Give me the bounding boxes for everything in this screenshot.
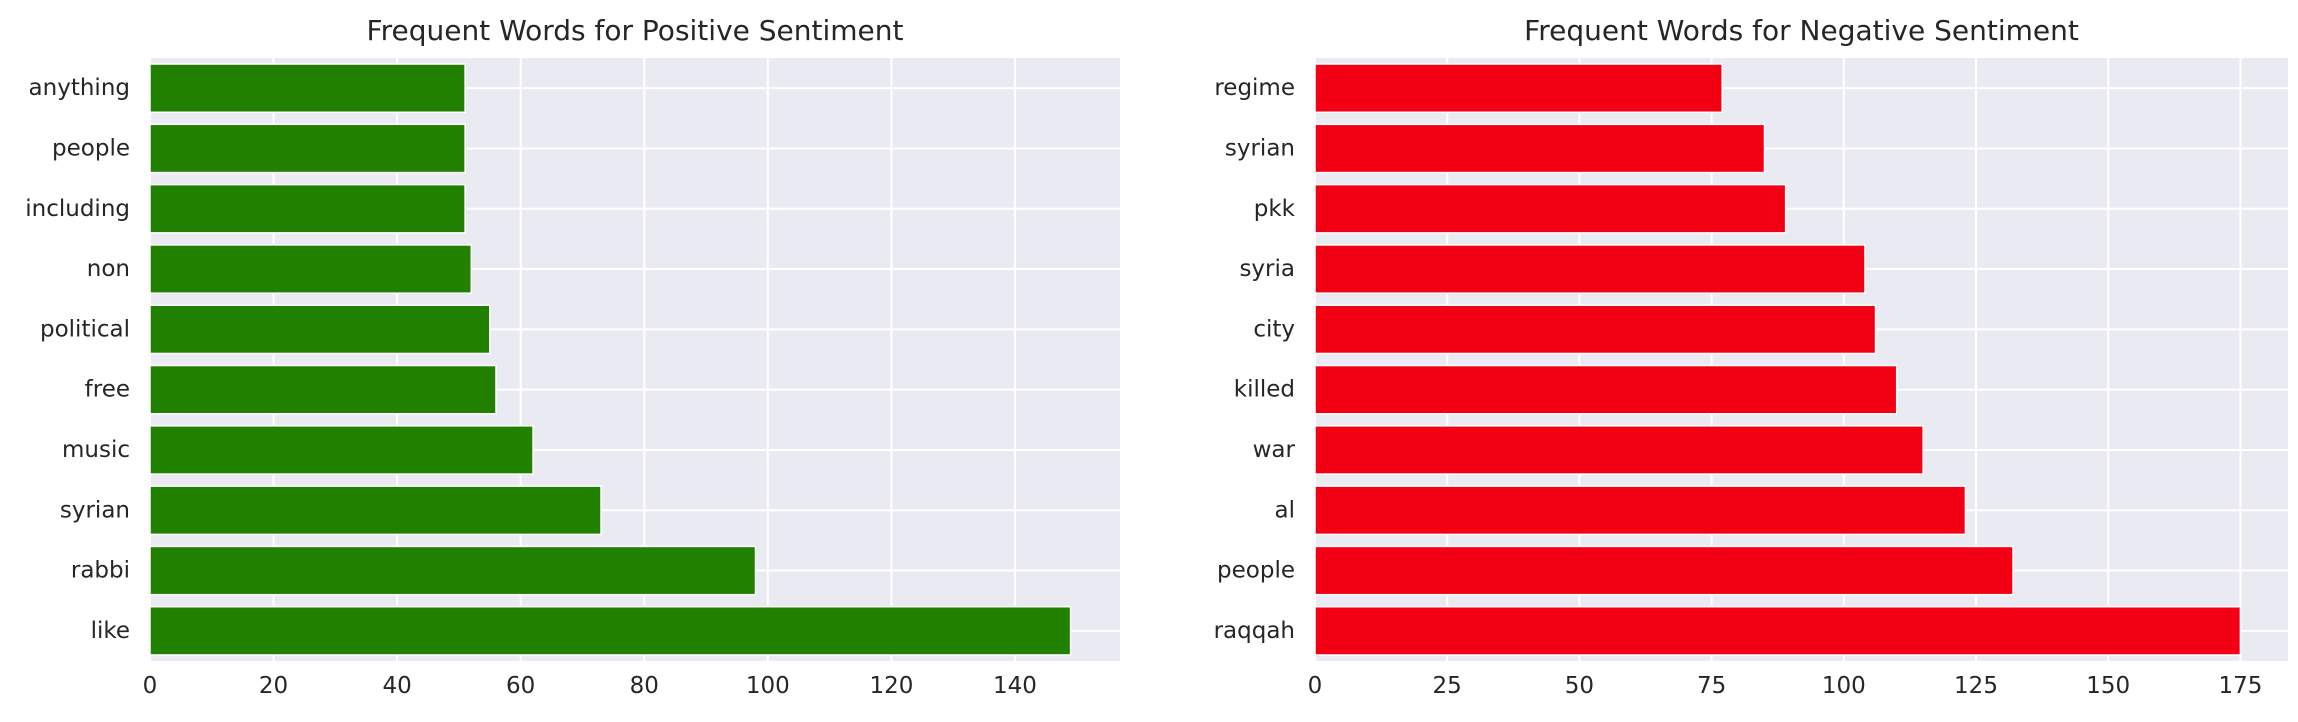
y-tick-label: war (1253, 437, 1296, 463)
bar-like (149, 605, 1072, 656)
positive-bars (149, 63, 1072, 656)
x-tick-label: 100 (1822, 673, 1866, 699)
y-tick-label: syrian (1225, 135, 1295, 161)
y-tick-label: regime (1214, 75, 1295, 101)
bar-city (1314, 304, 1877, 355)
x-tick-label: 80 (630, 673, 659, 699)
y-tick-label: syria (1239, 256, 1295, 282)
x-tick-label: 25 (1433, 673, 1462, 699)
y-tick-label: pkk (1254, 196, 1296, 222)
y-tick-label: people (1217, 558, 1295, 584)
y-tick-label: free (85, 377, 130, 403)
bar-political (149, 304, 491, 355)
positive-sentiment-chart: anything people including non political free m… (25, 14, 1120, 699)
y-tick-label: city (1253, 316, 1295, 342)
x-tick-label: 75 (1697, 673, 1726, 699)
bar-rabbi (149, 545, 757, 596)
bar-syrian (149, 485, 602, 536)
x-tick-label: 120 (869, 673, 913, 699)
x-tick-label: 140 (993, 673, 1037, 699)
bar-killed (1314, 364, 1898, 415)
bar-free (149, 364, 497, 415)
y-tick-label: like (91, 618, 130, 644)
x-tick-label: 125 (1954, 673, 1998, 699)
x-tick-label: 0 (143, 673, 158, 699)
bar-music (149, 425, 534, 475)
x-tick-label: 50 (1565, 673, 1594, 699)
negative-bars (1314, 63, 2242, 656)
y-tick-label: syrian (60, 497, 130, 523)
y-tick-label: anything (29, 75, 130, 101)
bar-non (149, 244, 473, 294)
bar-raqqah (1314, 605, 2242, 656)
x-tick-label: 20 (259, 673, 288, 699)
negative-sentiment-chart: regime syrian pkk syria city killed war al peopl… (1214, 14, 2288, 699)
y-tick-label: raqqah (1214, 618, 1295, 644)
bar-war (1314, 425, 1924, 475)
y-tick-label: non (87, 256, 130, 282)
y-tick-label: political (40, 316, 130, 342)
bar-al (1314, 485, 1967, 536)
bar-including (149, 183, 466, 234)
bar-syria (1314, 244, 1866, 294)
x-tick-label: 175 (2218, 673, 2262, 699)
y-tick-label: al (1275, 497, 1295, 523)
y-tick-label: rabbi (71, 558, 130, 584)
bar-regime (1314, 63, 1723, 114)
x-tick-label: 40 (382, 673, 411, 699)
positive-chart-title: Frequent Words for Positive Sentiment (367, 14, 904, 47)
x-tick-label: 100 (746, 673, 790, 699)
negative-chart-title: Frequent Words for Negative Sentiment (1524, 14, 2079, 47)
y-tick-label: music (62, 437, 130, 463)
bar-pkk (1314, 183, 1787, 234)
y-tick-label: people (52, 135, 130, 161)
bar-people (1314, 545, 2014, 596)
y-tick-label: including (25, 196, 130, 222)
bar-people (149, 123, 466, 174)
bar-syrian (1314, 123, 1766, 174)
x-tick-label: 150 (2086, 673, 2130, 699)
y-tick-label: killed (1234, 377, 1295, 403)
x-tick-label: 0 (1308, 673, 1323, 699)
bar-anything (149, 63, 466, 114)
x-tick-label: 60 (506, 673, 535, 699)
